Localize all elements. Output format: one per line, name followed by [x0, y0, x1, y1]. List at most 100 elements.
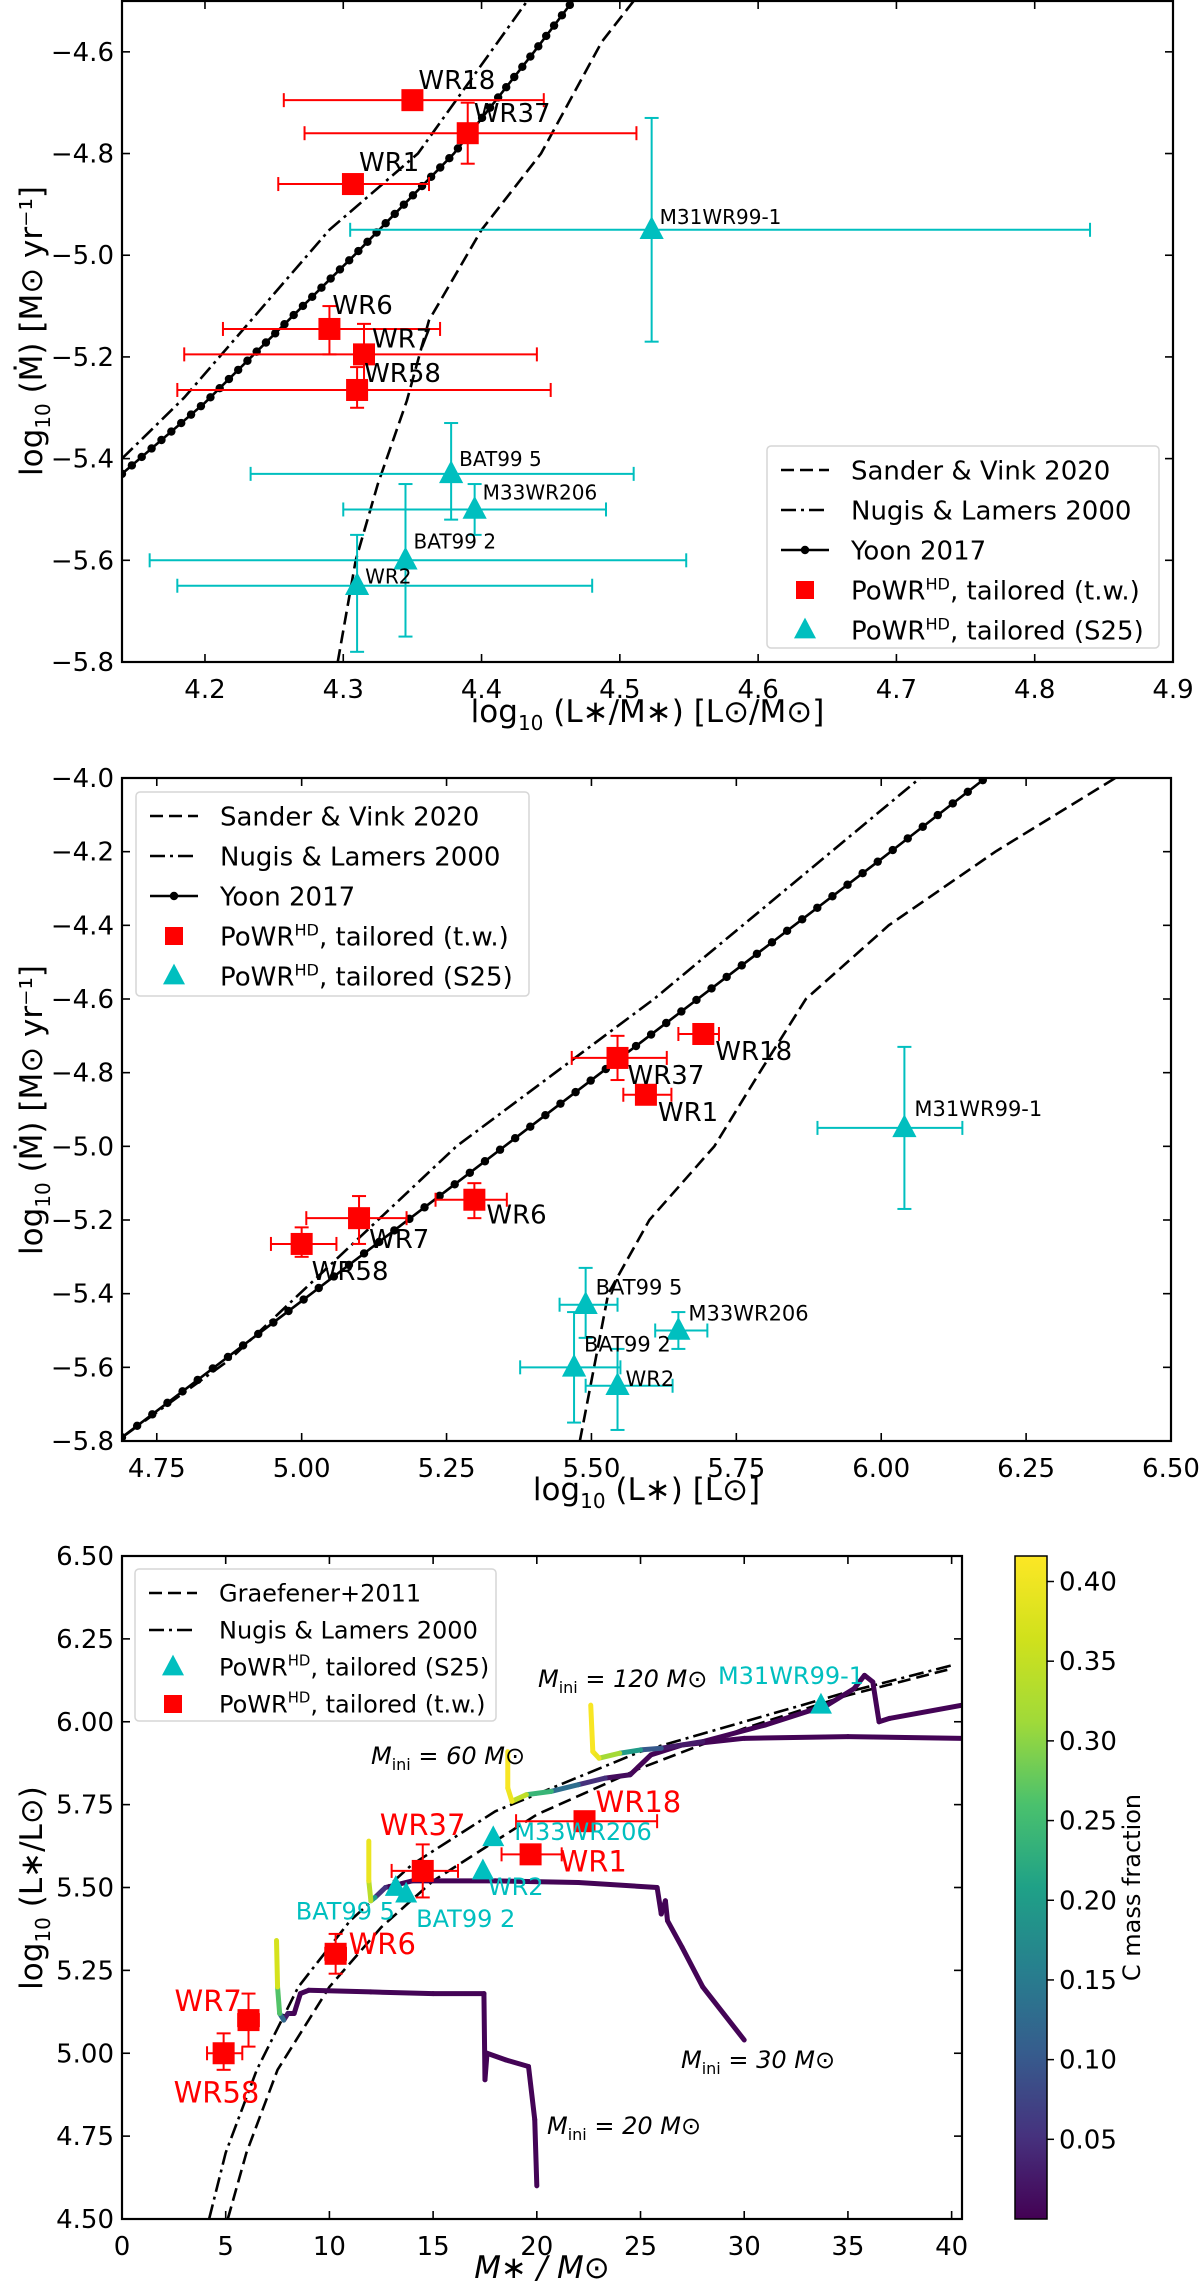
- triangle-marker: [892, 1114, 917, 1138]
- data-point: [303, 101, 638, 165]
- yoon-dot: [782, 926, 792, 936]
- label-text: (L∗/L⊙): [14, 1786, 50, 1917]
- x-tick-label: 4.6: [737, 675, 778, 705]
- point-label: WR1: [658, 1098, 718, 1128]
- square-marker: [212, 2042, 235, 2065]
- legend-item: Graefener+2011: [149, 1580, 421, 1608]
- y-tick-label: −5.4: [51, 445, 114, 475]
- legend-text: PoWR: [219, 1691, 288, 1719]
- data-point: [269, 1226, 338, 1258]
- label-subscript: 10: [31, 1917, 55, 1942]
- yoon-dot: [843, 880, 852, 889]
- triangle-marker: [482, 1825, 505, 1847]
- track-segment: [575, 1880, 660, 1890]
- point-label: M33WR206: [483, 480, 598, 504]
- point-label: WR2: [365, 565, 411, 589]
- data-point: [183, 322, 538, 391]
- y-tick-label: −5.0: [51, 1132, 114, 1162]
- track-segment: [845, 1734, 962, 1741]
- label-text: log: [471, 694, 518, 730]
- track-segment: [700, 1984, 747, 2043]
- yoon-dot: [163, 1398, 172, 1408]
- label-text: M: [371, 1742, 392, 1770]
- track-segment: [492, 1878, 581, 1886]
- label-text: = 20 M⊙: [587, 2112, 701, 2140]
- y-tick-label: 4.50: [56, 2205, 114, 2235]
- yoon-dot: [299, 1295, 308, 1304]
- point-label: WR18: [596, 1785, 682, 1819]
- plot-area: [206, 1664, 962, 2219]
- legend-superscript: HD: [294, 960, 319, 979]
- track-segment: [627, 1752, 654, 1778]
- yoon-dot: [254, 1329, 263, 1339]
- y-tick-label: −5.0: [51, 241, 114, 271]
- point-label: BAT99 5: [596, 1276, 683, 1300]
- legend-item: Sander & Vink 2020: [781, 456, 1110, 486]
- yoon-dot: [224, 374, 234, 384]
- point-label: M31WR99-1: [914, 1097, 1042, 1121]
- label-text: log: [14, 429, 50, 476]
- yoon-dot: [196, 401, 206, 411]
- yoon-dot: [586, 1076, 595, 1085]
- legend-item: Nugis & Lamers 2000: [150, 842, 500, 872]
- colorbar-gradient: [1014, 1555, 1048, 2220]
- point-label: WR1: [359, 148, 419, 178]
- x-tick-label: 4.5: [599, 675, 640, 705]
- track-segment: [484, 2050, 509, 2063]
- y-axis-label: log10 (L∗/L⊙): [14, 1786, 55, 1990]
- data-point: [515, 1810, 659, 1833]
- x-tick-label: 4.75: [128, 1454, 186, 1484]
- colorbar-tick-label: 0.05: [1059, 2125, 1117, 2155]
- yoon-dot: [270, 329, 280, 338]
- label-subscript: ini: [392, 1755, 411, 1774]
- legend-label: Yoon 2017: [219, 882, 355, 912]
- point-label: WR7: [372, 324, 432, 354]
- x-tick-label: 5: [217, 2232, 234, 2262]
- y-tick-label: −4.8: [51, 140, 114, 170]
- line-dashdot: [122, 1, 529, 460]
- square-marker: [401, 89, 424, 112]
- legend-box: [134, 1568, 497, 1722]
- triangle-marker: [462, 495, 487, 519]
- yoon-dot: [767, 938, 777, 947]
- x-tick-label: 30: [728, 2232, 761, 2262]
- y-axis-label: log10 (Ṁ) [M⊙ yr⁻¹]: [14, 965, 55, 1255]
- yoon-dot: [390, 1226, 399, 1235]
- legend: Sander & Vink 2020 Nugis & Lamers 2000 Yoo…: [135, 791, 530, 997]
- data-point: [622, 1083, 673, 1106]
- colorbar-tick-label: 0.20: [1059, 1886, 1117, 1916]
- y-tick-label: 5.25: [56, 1956, 114, 1986]
- yoon-dot: [918, 822, 927, 831]
- legend-text: , tailored (S25): [310, 1654, 489, 1682]
- yoon-dot: [345, 256, 354, 265]
- yoon-dot: [646, 1030, 656, 1039]
- square-marker: [290, 1232, 313, 1255]
- x-tick-label: 0: [114, 2232, 131, 2262]
- yoon-dot: [933, 810, 942, 820]
- yoon-dot: [737, 961, 746, 970]
- square-marker: [519, 1843, 542, 1866]
- point-label: WR2: [626, 1367, 675, 1391]
- yoon-dot: [485, 103, 495, 112]
- triangle-marker: [384, 1875, 407, 1896]
- colorbar-tick-label: 0.35: [1059, 1647, 1117, 1677]
- label-text: log: [14, 1208, 50, 1255]
- point-label: WR18: [418, 66, 495, 96]
- data-point: [500, 1843, 563, 1866]
- legend-triangle-icon: [162, 1654, 184, 1676]
- square-marker: [606, 1046, 629, 1069]
- legend-label: PoWRHD, tailored (S25): [219, 1652, 489, 1682]
- legend-item: Nugis & Lamers 2000: [781, 496, 1131, 526]
- point-label: BAT99 2: [416, 1905, 515, 1933]
- yoon-dot: [326, 274, 335, 283]
- legend-dot: [169, 891, 179, 901]
- yoon-dot: [518, 62, 527, 71]
- legend-square-icon: [165, 927, 183, 945]
- yoon-dot: [480, 1157, 490, 1166]
- data-point: [206, 2032, 244, 2071]
- y-tick-label: 6.50: [56, 1542, 114, 1572]
- legend-label: Graefener+2011: [219, 1580, 421, 1608]
- label-text: (L∗) [L⊙]: [606, 1472, 761, 1508]
- axes-frame: [120, 0, 1175, 664]
- x-tick-label: 35: [831, 2232, 864, 2262]
